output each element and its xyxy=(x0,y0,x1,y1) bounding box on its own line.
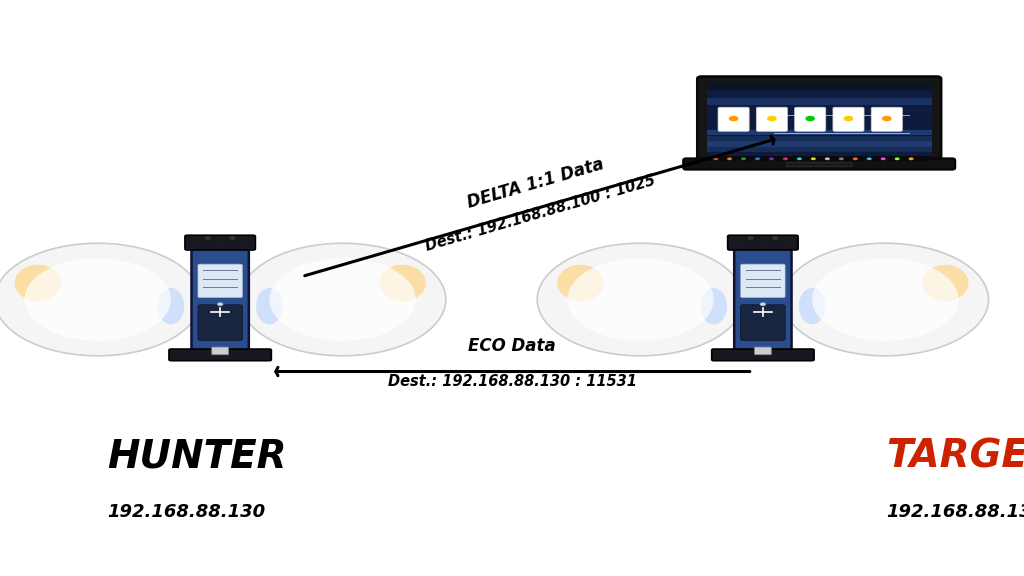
FancyBboxPatch shape xyxy=(697,77,941,165)
Circle shape xyxy=(805,116,815,122)
Ellipse shape xyxy=(379,265,426,301)
Circle shape xyxy=(760,302,766,306)
FancyBboxPatch shape xyxy=(198,264,243,298)
Circle shape xyxy=(824,157,829,160)
Circle shape xyxy=(866,157,871,160)
Ellipse shape xyxy=(567,258,714,341)
Text: Dest.: 192.168.88.100 : 1025: Dest.: 192.168.88.100 : 1025 xyxy=(424,173,657,254)
Bar xyxy=(707,135,932,141)
FancyBboxPatch shape xyxy=(757,107,787,131)
Circle shape xyxy=(844,116,853,122)
FancyBboxPatch shape xyxy=(683,158,955,169)
Circle shape xyxy=(853,157,858,160)
Text: DELTA 1:1 Data: DELTA 1:1 Data xyxy=(466,155,606,211)
FancyBboxPatch shape xyxy=(755,347,771,355)
Circle shape xyxy=(755,157,760,160)
Circle shape xyxy=(839,157,844,160)
Text: HUNTER: HUNTER xyxy=(108,437,287,475)
FancyBboxPatch shape xyxy=(786,162,852,166)
Circle shape xyxy=(767,116,777,122)
Text: 192.168.88.131: 192.168.88.131 xyxy=(886,503,1024,521)
Bar xyxy=(707,130,932,135)
Circle shape xyxy=(783,157,787,160)
FancyBboxPatch shape xyxy=(728,235,798,250)
FancyBboxPatch shape xyxy=(795,107,825,131)
FancyBboxPatch shape xyxy=(740,264,785,298)
Ellipse shape xyxy=(25,258,171,341)
Circle shape xyxy=(727,157,732,160)
Ellipse shape xyxy=(557,265,604,301)
Circle shape xyxy=(811,157,816,160)
Ellipse shape xyxy=(799,288,825,324)
FancyBboxPatch shape xyxy=(712,349,814,361)
Circle shape xyxy=(895,157,900,160)
Bar xyxy=(707,84,932,90)
FancyBboxPatch shape xyxy=(185,235,255,250)
FancyBboxPatch shape xyxy=(212,347,228,355)
Ellipse shape xyxy=(922,265,969,301)
Ellipse shape xyxy=(256,288,283,324)
Ellipse shape xyxy=(700,288,727,324)
FancyBboxPatch shape xyxy=(740,305,785,340)
Text: ECO Data: ECO Data xyxy=(468,338,556,355)
Bar xyxy=(707,156,932,161)
FancyBboxPatch shape xyxy=(833,107,864,131)
Ellipse shape xyxy=(269,258,416,341)
Circle shape xyxy=(769,157,774,160)
Circle shape xyxy=(881,157,886,160)
Circle shape xyxy=(741,157,746,160)
Text: TARGET: TARGET xyxy=(886,437,1024,475)
FancyBboxPatch shape xyxy=(191,245,249,354)
FancyBboxPatch shape xyxy=(198,305,243,340)
Bar xyxy=(707,98,932,105)
FancyBboxPatch shape xyxy=(718,107,750,131)
Ellipse shape xyxy=(538,243,743,356)
Ellipse shape xyxy=(240,243,445,356)
Ellipse shape xyxy=(158,288,184,324)
FancyBboxPatch shape xyxy=(734,245,792,354)
Circle shape xyxy=(797,157,802,160)
Text: Dest.: 192.168.88.130 : 11531: Dest.: 192.168.88.130 : 11531 xyxy=(387,374,637,389)
Circle shape xyxy=(204,236,212,240)
Bar xyxy=(707,142,932,146)
FancyBboxPatch shape xyxy=(871,107,902,131)
FancyBboxPatch shape xyxy=(169,349,271,361)
Circle shape xyxy=(713,157,718,160)
Circle shape xyxy=(882,116,892,122)
Ellipse shape xyxy=(812,258,958,341)
Ellipse shape xyxy=(0,243,201,356)
Circle shape xyxy=(908,157,913,160)
Circle shape xyxy=(729,116,738,122)
Bar xyxy=(707,84,932,161)
Circle shape xyxy=(217,302,223,306)
Circle shape xyxy=(771,236,779,240)
Circle shape xyxy=(746,236,755,240)
Circle shape xyxy=(228,236,237,240)
Ellipse shape xyxy=(14,265,61,301)
Ellipse shape xyxy=(782,243,988,356)
Bar xyxy=(707,147,932,152)
Text: 192.168.88.130: 192.168.88.130 xyxy=(108,503,265,521)
